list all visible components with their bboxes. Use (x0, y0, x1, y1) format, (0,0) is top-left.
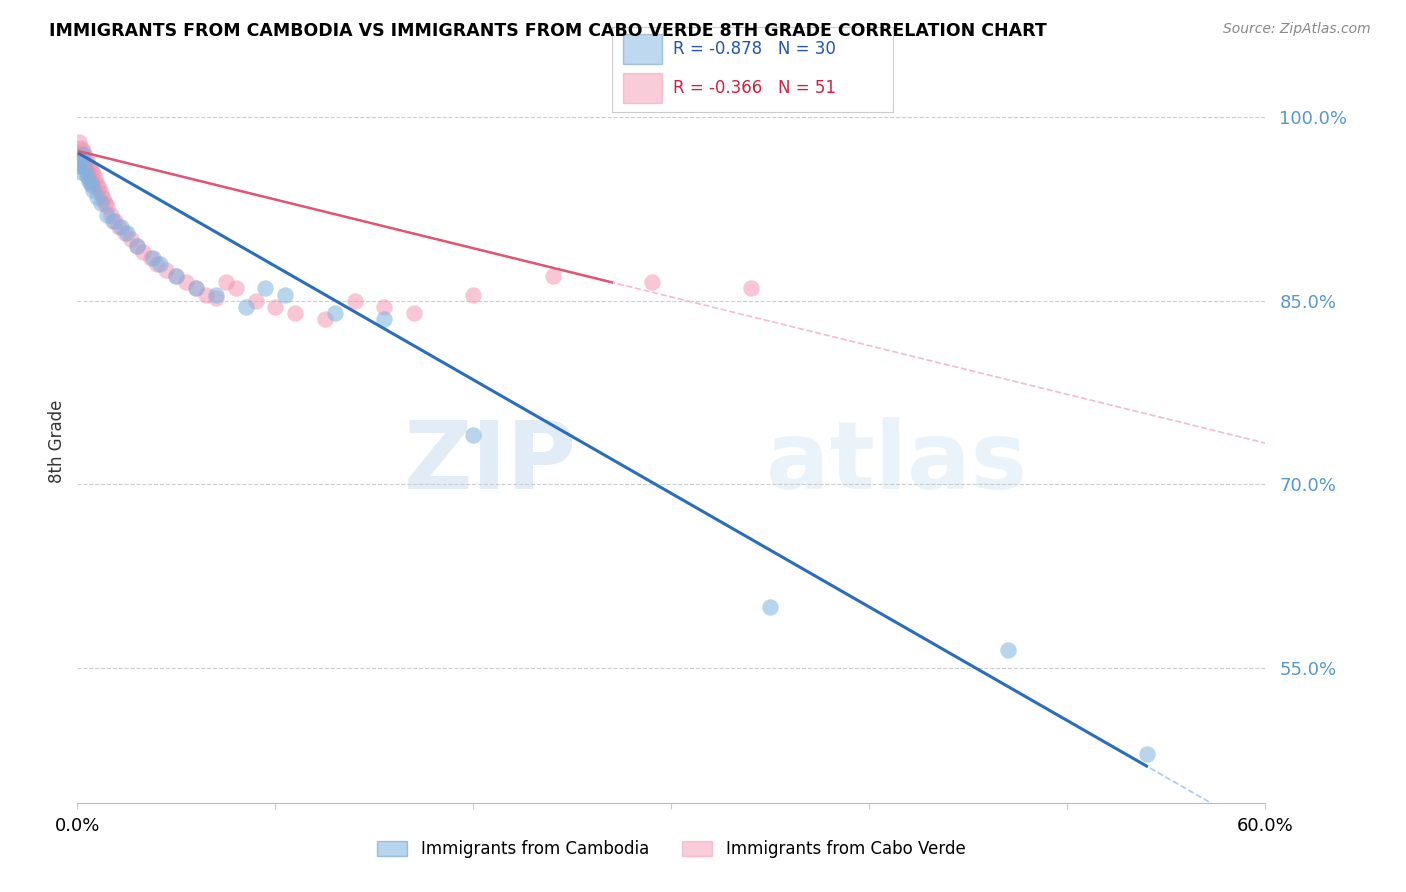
Point (67, 159, 90, 173)
Point (104, 214, 127, 228)
Point (125, 238, 148, 252)
Y-axis label: 8th Grade: 8th Grade (48, 400, 66, 483)
Point (96, 208, 118, 222)
Point (84, 171, 107, 186)
Point (96, 199, 118, 213)
Point (67, 146, 90, 161)
Point (463, 428, 485, 442)
Point (76, 153, 98, 167)
Point (70, 141, 93, 155)
Point (155, 263, 177, 277)
Point (131, 244, 153, 259)
Point (541, 269, 564, 284)
Point (67, 135, 90, 149)
Point (86, 178, 108, 192)
Text: atlas: atlas (766, 417, 1028, 509)
Legend: Immigrants from Cambodia, Immigrants from Cabo Verde: Immigrants from Cambodia, Immigrants fro… (368, 832, 974, 867)
Bar (623, 72, 662, 103)
Point (90, 195, 112, 210)
Point (77, 171, 100, 186)
Point (373, 300, 395, 314)
Point (139, 251, 162, 265)
Point (264, 300, 287, 314)
Point (82, 166, 104, 180)
Point (80, 178, 103, 192)
Point (72, 159, 94, 173)
Point (245, 293, 267, 308)
Point (759, 599, 782, 614)
Point (142, 251, 165, 265)
Point (740, 281, 762, 295)
Point (70, 153, 93, 167)
Point (186, 281, 208, 295)
Point (373, 312, 395, 326)
Point (77, 174, 100, 188)
Point (323, 306, 346, 320)
Point (463, 287, 485, 301)
Point (125, 238, 148, 252)
Bar (623, 34, 662, 64)
Point (94, 195, 117, 210)
Point (77, 159, 100, 173)
Point (76, 165, 98, 179)
Point (120, 232, 142, 246)
Point (87, 181, 110, 195)
Point (215, 276, 238, 290)
Point (165, 269, 187, 284)
Point (101, 214, 124, 228)
Point (186, 281, 208, 295)
Point (108, 220, 131, 235)
Point (195, 287, 218, 301)
Point (174, 276, 197, 290)
Point (80, 162, 103, 177)
Point (149, 257, 172, 271)
Point (91, 191, 114, 205)
Point (110, 220, 132, 235)
Point (90, 186, 112, 200)
Point (100, 208, 122, 222)
Text: R = -0.366   N = 51: R = -0.366 N = 51 (673, 78, 837, 96)
Point (115, 227, 138, 241)
Point (82, 184, 104, 198)
Point (402, 306, 425, 320)
Point (72, 145, 94, 159)
Point (225, 281, 247, 295)
Text: R = -0.878   N = 30: R = -0.878 N = 30 (673, 40, 837, 58)
Point (284, 306, 307, 320)
Point (1136, 747, 1159, 761)
Point (997, 642, 1019, 657)
Point (72, 146, 94, 161)
Point (82, 178, 104, 193)
Point (86, 189, 108, 203)
Point (314, 312, 336, 326)
Point (114, 227, 136, 241)
Point (70, 153, 93, 167)
Point (145, 257, 167, 271)
Point (274, 287, 297, 301)
Text: Source: ZipAtlas.com: Source: ZipAtlas.com (1223, 22, 1371, 37)
Point (75, 161, 97, 176)
Text: ZIP: ZIP (404, 417, 576, 509)
Point (80, 175, 103, 189)
Point (254, 281, 277, 295)
Point (235, 300, 257, 314)
Point (343, 293, 366, 308)
Text: IMMIGRANTS FROM CAMBODIA VS IMMIGRANTS FROM CABO VERDE 8TH GRADE CORRELATION CHA: IMMIGRANTS FROM CAMBODIA VS IMMIGRANTS F… (49, 22, 1047, 40)
Point (76, 169, 98, 183)
Point (70, 165, 93, 179)
Point (75, 149, 97, 163)
Point (165, 269, 187, 284)
Point (205, 291, 228, 305)
Point (640, 276, 662, 290)
Point (205, 287, 228, 301)
Point (75, 161, 97, 176)
